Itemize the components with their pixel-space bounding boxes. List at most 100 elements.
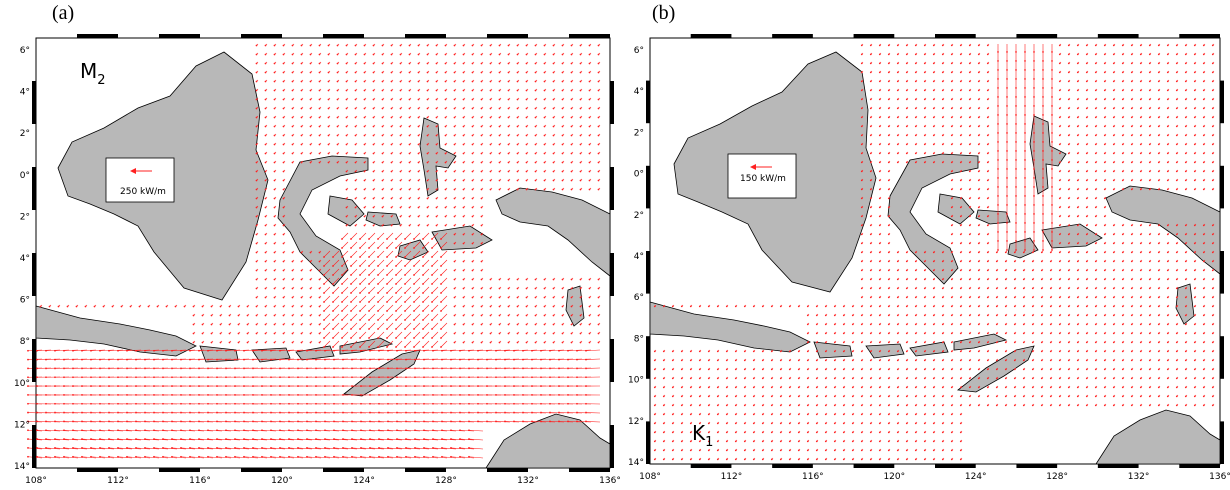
flux-vector-head	[54, 394, 56, 396]
flux-vector	[180, 447, 196, 450]
flux-vector-head	[273, 161, 276, 164]
flux-vector-head	[576, 420, 578, 423]
flux-vector-head	[315, 349, 317, 352]
flux-vector	[126, 429, 142, 432]
flux-vector	[72, 447, 88, 450]
flux-vector	[90, 349, 106, 352]
flux-vector	[486, 358, 502, 360]
flux-vector-head	[342, 420, 344, 423]
flux-vector	[522, 358, 538, 360]
flux-vector-head	[576, 349, 578, 352]
flux-vector-head	[117, 394, 119, 396]
flux-vector-head	[477, 376, 479, 379]
flux-vector-head	[507, 314, 510, 317]
flux-vector	[395, 304, 403, 312]
flux-vector-head	[444, 107, 447, 110]
flux-vector	[404, 241, 412, 249]
flux-vector-head	[360, 447, 362, 449]
flux-vector-head	[306, 455, 308, 458]
flux-vector	[558, 358, 574, 360]
flux-vector-head	[395, 292, 397, 294]
flux-vector-head	[567, 394, 569, 396]
flux-vector-head	[1112, 62, 1115, 65]
flux-vector-head	[441, 385, 443, 387]
flux-vector-head	[237, 341, 240, 344]
flux-vector-head	[324, 358, 326, 361]
flux-vector-head	[462, 71, 465, 74]
flux-vector-head	[408, 89, 411, 92]
flux-vector-head	[1148, 53, 1151, 56]
flux-vector-head	[279, 385, 281, 387]
flux-vector-head	[896, 107, 899, 110]
flux-vector	[450, 438, 466, 441]
flux-vector-head	[453, 206, 456, 209]
flux-vector-head	[588, 305, 591, 308]
flux-vector	[243, 358, 259, 360]
flux-vector-head	[413, 247, 415, 249]
flux-vector-head	[914, 62, 917, 65]
flux-vector-head	[341, 301, 343, 303]
flux-vector-head	[513, 358, 515, 361]
flux-vector-head	[282, 170, 285, 173]
flux-vector	[359, 268, 367, 276]
flux-vector-head	[896, 152, 899, 155]
flux-vector-head	[291, 80, 294, 83]
flux-vector-head	[309, 143, 312, 146]
flux-vector	[108, 421, 124, 423]
flux-vector-head	[516, 179, 519, 182]
flux-vector	[144, 447, 160, 450]
flux-vector-head	[905, 152, 908, 155]
flux-vector-head	[860, 80, 863, 83]
flux-vector-head	[309, 161, 312, 164]
flux-vector-head	[341, 292, 343, 294]
flux-vector-head	[597, 287, 600, 290]
flux-vector-head	[462, 341, 465, 344]
flux-vector-head	[36, 385, 38, 387]
flux-vector-head	[579, 332, 582, 335]
flux-vector	[288, 456, 304, 459]
flux-vector-head	[588, 62, 591, 65]
flux-vector-head	[1067, 107, 1070, 110]
flux-vector	[441, 438, 457, 441]
flux-vector-head	[1139, 134, 1142, 137]
flux-vector-head	[264, 80, 267, 83]
flux-vector-head	[426, 206, 429, 209]
flux-vector-head	[432, 394, 434, 396]
flux-vector-head	[341, 265, 343, 267]
flux-vector-head	[378, 447, 380, 449]
flux-vector-head	[986, 71, 989, 74]
flux-vector	[404, 295, 412, 303]
flux-vector-head	[1121, 53, 1124, 56]
flux-vector-head	[516, 53, 519, 56]
land-new-guinea-b	[1105, 185, 1221, 325]
flux-vector-head	[417, 224, 420, 227]
flux-vector	[368, 331, 376, 339]
flux-vector-head	[360, 376, 362, 379]
flux-vector-head	[567, 358, 569, 361]
flux-vector-head	[950, 71, 953, 74]
flux-vector-head	[327, 134, 330, 137]
flux-vector-head	[468, 349, 470, 352]
flux-vector-head	[273, 251, 276, 254]
flux-vector-head	[261, 376, 263, 379]
flux-vector-head	[543, 89, 546, 92]
flux-vector-head	[1202, 53, 1205, 56]
flux-vector-head	[1202, 62, 1205, 65]
flux-vector-head	[273, 332, 276, 335]
flux-vector-head	[381, 62, 384, 65]
flux-vector	[45, 421, 61, 423]
flux-vector-head	[291, 71, 294, 74]
panel-a-lon-tick-label: 128°	[435, 476, 457, 486]
flux-vector	[117, 456, 133, 459]
flux-vector-head	[597, 161, 600, 164]
flux-vector	[297, 447, 313, 450]
flux-vector-head	[1015, 123, 1017, 125]
flux-vector-head	[1006, 132, 1008, 134]
panel-a-frame-right-seg	[610, 425, 614, 468]
flux-vector-head	[552, 188, 555, 191]
flux-vector-head	[440, 310, 442, 312]
flux-vector-head	[306, 429, 308, 432]
flux-vector-head	[315, 394, 317, 396]
flux-vector-head	[570, 296, 573, 299]
flux-vector-head	[440, 337, 442, 339]
